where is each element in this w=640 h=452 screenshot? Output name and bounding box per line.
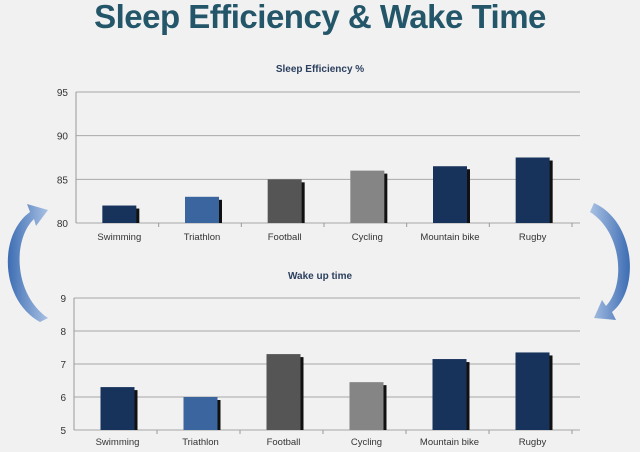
bar-mountain-bike	[433, 166, 467, 223]
bar-swimming	[100, 387, 135, 430]
x-tick-label: Mountain bike	[420, 232, 479, 243]
chart-title-sleep-efficiency: Sleep Efficiency %	[276, 64, 364, 75]
y-tick-label: 6	[60, 393, 66, 404]
y-tick-label: 90	[57, 132, 69, 143]
wake-up-time-chart: 5 6 7 8 9 Swimming Triathlon Football Cycling Mou…	[60, 294, 580, 448]
bar-triathlon	[185, 196, 219, 223]
curved-arrow-left-icon	[7, 204, 48, 322]
y-tick-label: 85	[57, 175, 69, 186]
bar-rugby	[515, 352, 550, 430]
bar-triathlon	[183, 397, 218, 430]
x-tick-label: Rugby	[519, 232, 547, 243]
x-tick-label: Cycling	[352, 232, 383, 243]
chart-title-wake-up-time: Wake up time	[288, 271, 353, 282]
x-tick-label: Triathlon	[182, 437, 219, 448]
slide-title: Sleep Efficiency & Wake Time	[94, 0, 546, 35]
bar-rugby	[515, 157, 550, 223]
sleep-efficiency-chart: 80 85 90 95 Swimming Triathlon Football Cycling…	[57, 88, 580, 243]
x-tick-label: Swimming	[96, 437, 140, 448]
x-tick-label: Triathlon	[184, 232, 221, 243]
x-tick-label: Football	[268, 232, 302, 243]
x-tick-label: Mountain bike	[420, 437, 479, 448]
x-tick-label: Football	[267, 437, 301, 448]
curved-arrow-right-icon	[590, 203, 630, 320]
x-tick-label: Swimming	[97, 232, 141, 243]
x-tick-label: Cycling	[351, 437, 382, 448]
bar-swimming	[102, 205, 137, 223]
y-tick-label: 5	[60, 426, 66, 437]
bar-football	[267, 179, 302, 223]
y-tick-label: 95	[57, 88, 69, 99]
y-tick-label: 8	[60, 327, 66, 338]
bar-cycling	[349, 382, 384, 430]
y-tick-label: 7	[60, 360, 66, 371]
bar-mountain-bike	[432, 359, 467, 430]
x-tick-label: Rugby	[519, 437, 547, 448]
y-tick-label: 80	[57, 219, 69, 230]
bar-football	[266, 354, 301, 430]
y-tick-label: 9	[60, 294, 66, 305]
bar-cycling	[350, 170, 385, 223]
